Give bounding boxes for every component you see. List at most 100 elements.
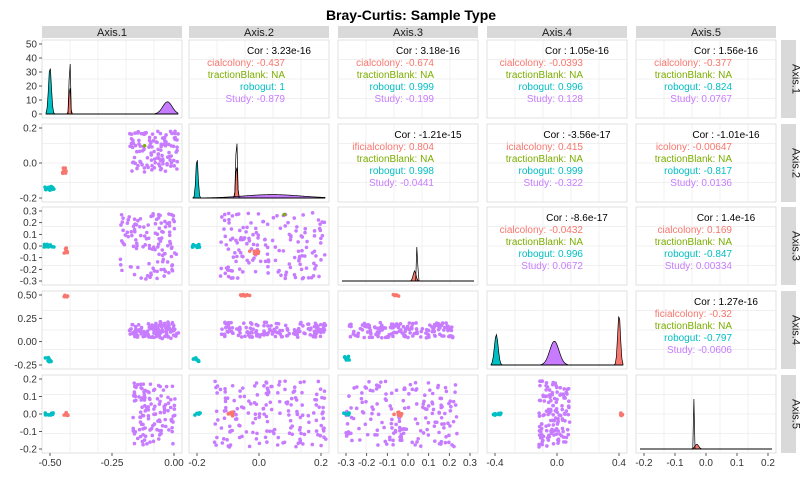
scatter-point — [446, 421, 450, 425]
scatter-point — [270, 384, 274, 389]
scatter-point — [407, 321, 412, 325]
scatter-point — [314, 418, 319, 423]
x-tick-label: 0.1 — [422, 458, 436, 469]
scatter-point — [556, 416, 560, 421]
scatter-point — [394, 322, 399, 326]
scatter-point — [449, 404, 453, 409]
scatter-point — [133, 394, 138, 399]
scatter-point — [434, 420, 439, 425]
correlation-group: cialcolony: -0.437 — [207, 58, 285, 69]
scatter-point — [265, 419, 270, 424]
scatter-point — [46, 359, 51, 363]
scatter-point — [439, 405, 443, 410]
scatter-point — [160, 248, 165, 252]
scatter-point — [227, 221, 231, 225]
scatter-point — [164, 384, 169, 389]
scatter-point — [265, 429, 269, 433]
scatter-point — [135, 436, 140, 441]
scatter-point — [262, 237, 267, 242]
col-strip-label: Axis.3 — [393, 27, 423, 39]
scatter-point — [280, 334, 285, 339]
scatter-point — [376, 334, 380, 339]
correlation-overall: Cor : 1.4e-16 — [697, 213, 756, 224]
scatter-point — [360, 327, 365, 332]
scatter-point — [171, 414, 176, 418]
scatter-point — [225, 437, 229, 442]
scatter-point — [167, 220, 172, 225]
col-strip-label: Axis.5 — [691, 27, 721, 39]
scatter-point — [270, 332, 275, 336]
scatter-point — [123, 233, 128, 237]
correlation-group: robogut: 1 — [240, 82, 285, 93]
scatter-point — [139, 398, 144, 402]
scatter-point — [443, 411, 447, 416]
scatter-point — [173, 131, 177, 136]
scatter-point — [156, 162, 161, 166]
correlation-group: tractionBlank: NA — [506, 154, 584, 165]
scatter-point — [266, 271, 270, 275]
scatter-point — [230, 383, 235, 388]
scatter-point — [554, 385, 559, 390]
scatter-point — [133, 429, 138, 434]
scatter-point — [166, 408, 170, 413]
scatter-point — [565, 427, 570, 432]
scatter-point — [421, 402, 426, 406]
x-tick-label: -0.25 — [101, 458, 124, 469]
scatter-point — [388, 404, 393, 408]
scatter-point — [310, 442, 315, 447]
scatter-point — [551, 423, 556, 427]
scatter-point — [171, 441, 175, 446]
scatter-point — [150, 145, 154, 149]
scatter-point — [223, 390, 227, 394]
scatter-point — [125, 221, 130, 225]
scatter-point — [433, 439, 437, 443]
scatter-point — [132, 272, 137, 277]
scatter-point — [363, 385, 367, 389]
scatter-point — [172, 164, 177, 168]
scatter-point — [299, 431, 303, 436]
correlation-group: cialcolony: -0.0393 — [500, 58, 584, 69]
scatter-point — [414, 387, 419, 391]
scatter-point — [410, 440, 415, 445]
scatter-point — [455, 431, 459, 436]
correlation-group: robogut: 0.999 — [519, 166, 584, 177]
scatter-point — [142, 392, 147, 397]
scatter-point — [150, 433, 155, 438]
correlation-group: Study: 0.00334 — [665, 261, 733, 272]
scatter-point — [277, 268, 281, 273]
scatter-point — [343, 354, 347, 359]
y-tick-label: -0.2 — [20, 194, 38, 205]
scatter-point — [127, 215, 132, 219]
scatter-point — [142, 225, 146, 229]
scatter-point — [138, 159, 142, 164]
scatter-point — [256, 212, 261, 216]
scatter-point — [137, 427, 142, 432]
scatter-point — [147, 135, 152, 140]
scatter-point — [158, 239, 163, 243]
scatter-point — [43, 243, 48, 247]
scatter-point — [167, 428, 171, 432]
scatter-point — [237, 423, 241, 428]
scatter-point — [454, 415, 459, 419]
scatter-point — [242, 236, 247, 240]
scatter-point — [546, 407, 551, 412]
correlation-group: tractionBlank: NA — [208, 70, 286, 81]
scatter-point — [167, 270, 171, 275]
scatter-point — [250, 331, 254, 335]
scatter-point — [550, 392, 555, 397]
scatter-point — [306, 429, 311, 434]
scatter-point — [276, 391, 280, 395]
scatter-point — [63, 171, 68, 175]
correlation-group: tractionBlank: NA — [655, 70, 733, 81]
scatter-point — [288, 418, 293, 423]
scatter-point — [141, 382, 146, 386]
scatter-point — [170, 245, 174, 249]
scatter-point — [154, 321, 158, 326]
y-tick-label: -0.1 — [20, 427, 38, 438]
correlation-overall: Cor : 1.05e-16 — [545, 46, 609, 57]
correlation-group: Study: 0.0767 — [670, 94, 732, 105]
scatter-point — [156, 326, 160, 331]
scatter-point — [360, 400, 365, 405]
correlation-group: Study: -0.879 — [226, 94, 286, 105]
scatter-point — [551, 412, 555, 417]
